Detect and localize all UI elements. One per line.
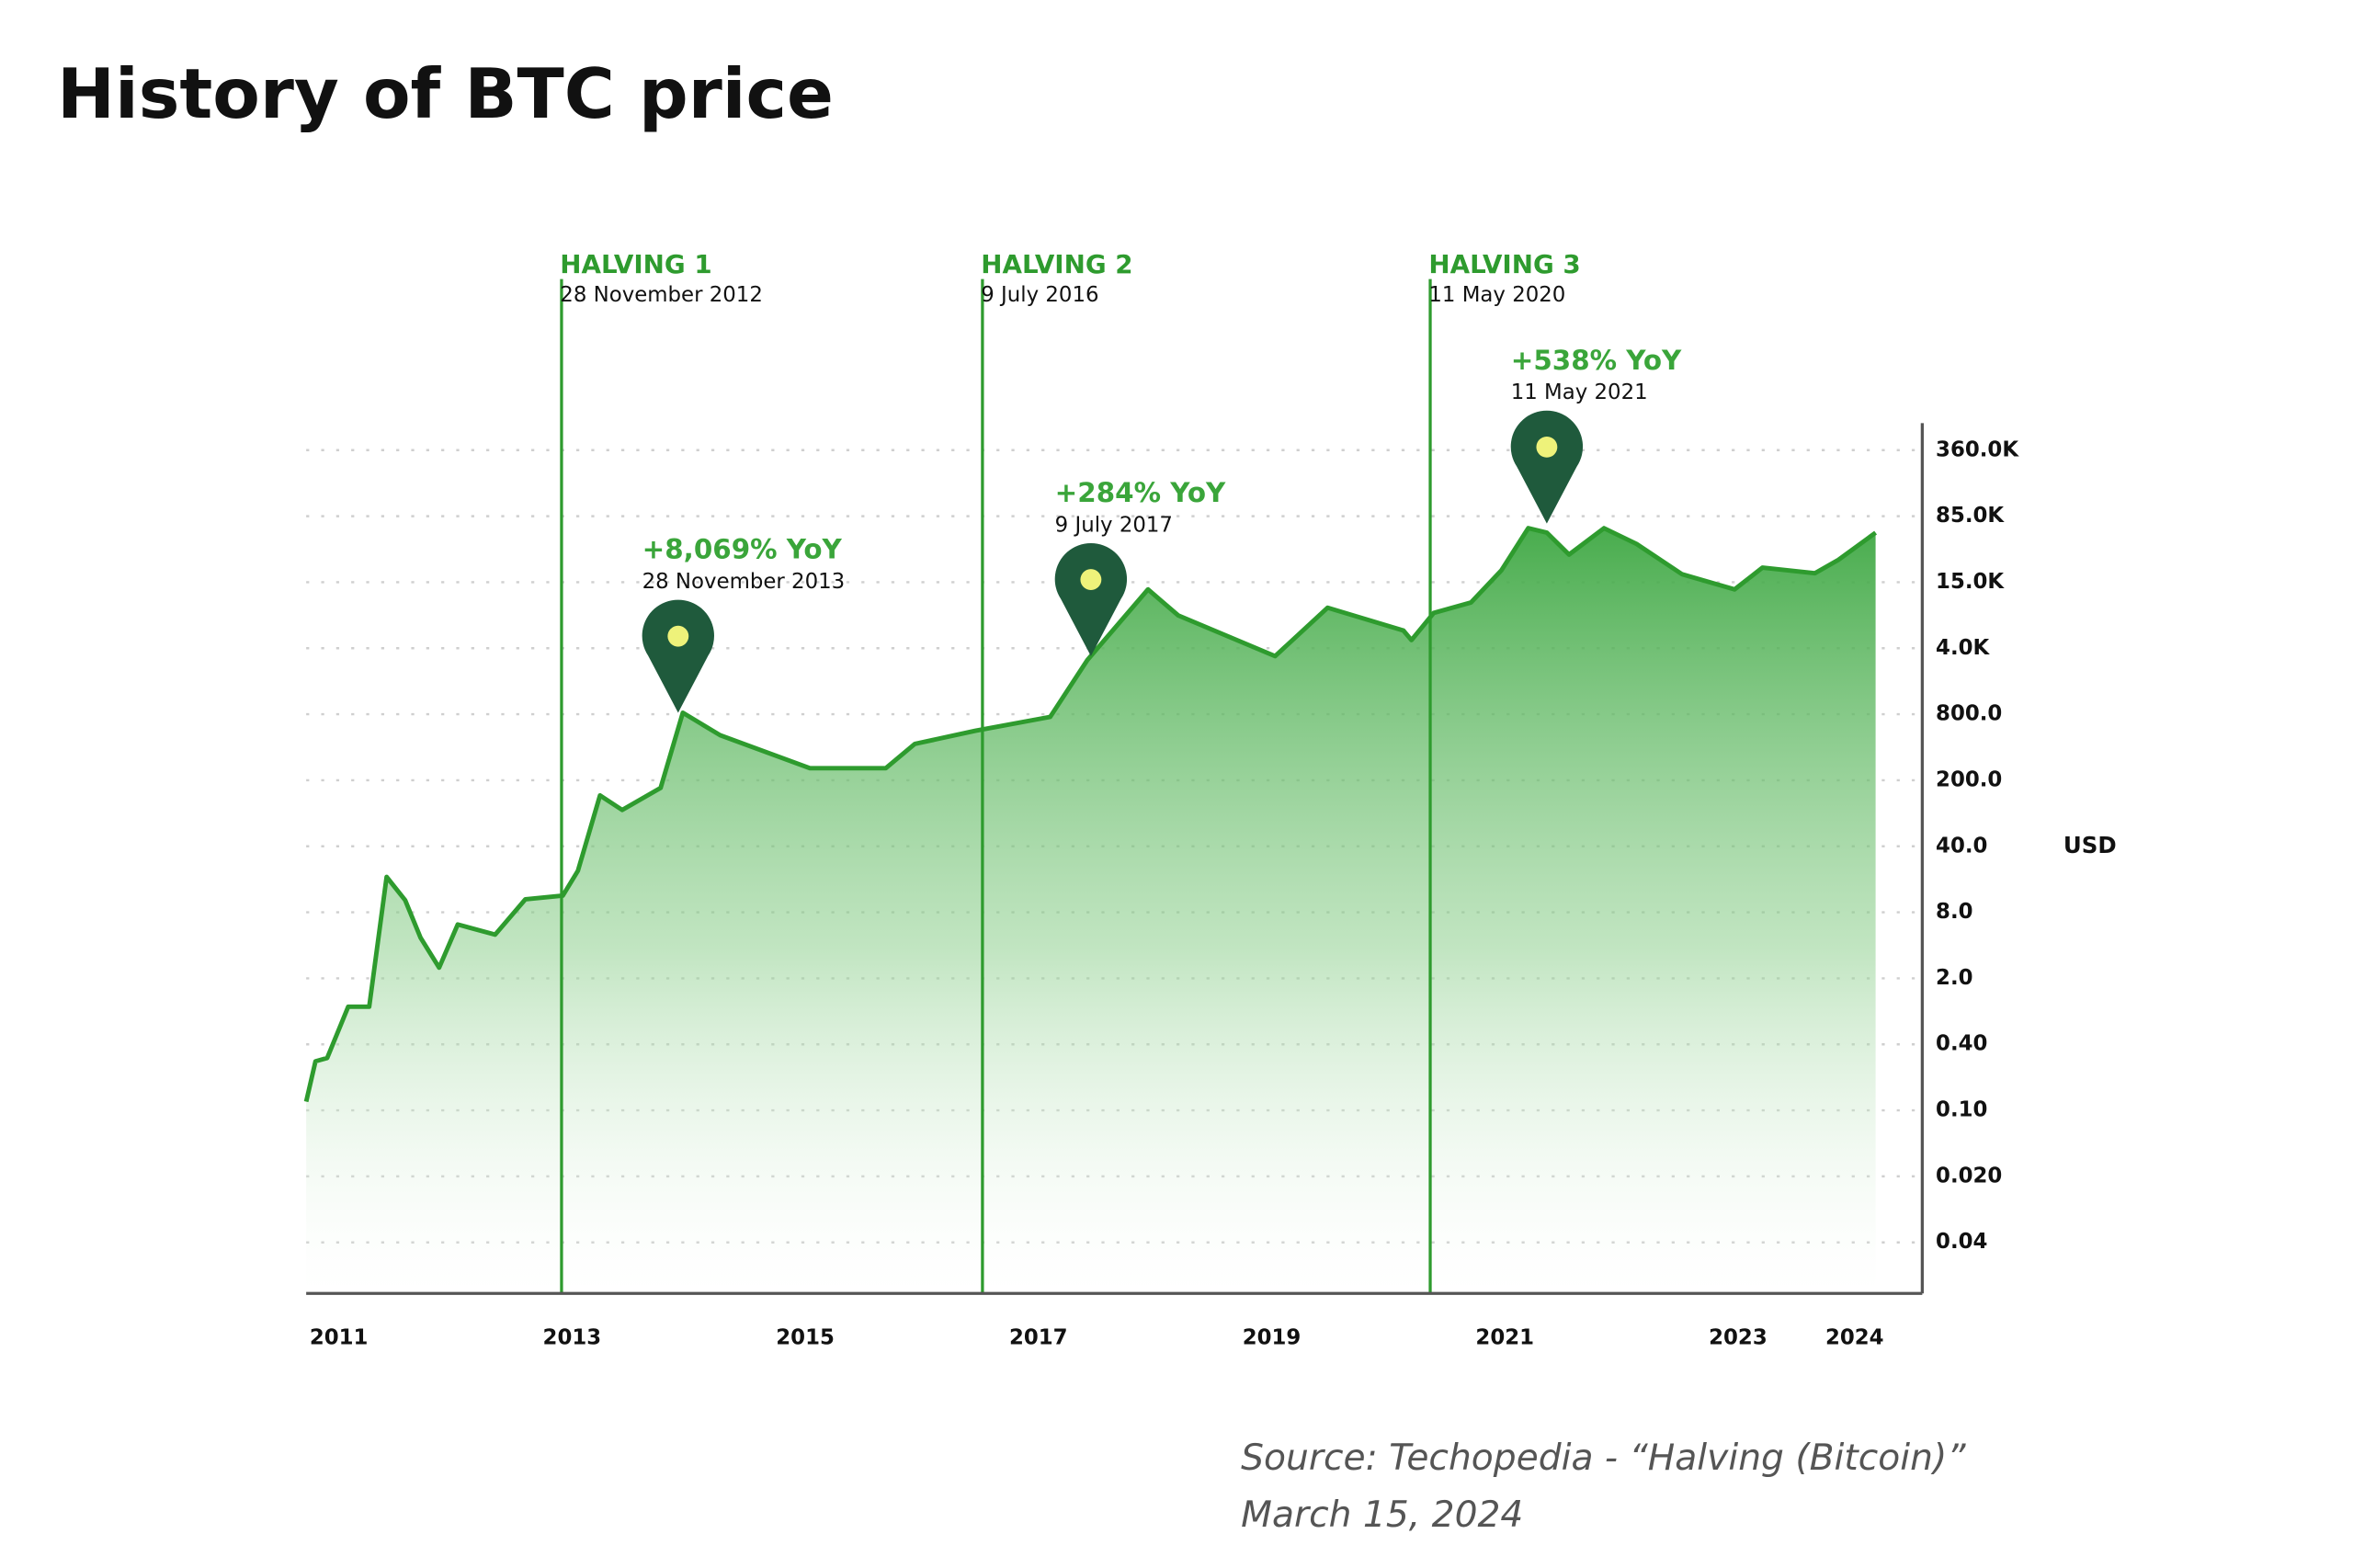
y-tick-label: 15.0K xyxy=(1936,570,2005,594)
y-tick-label: 200.0 xyxy=(1936,767,2002,791)
source: Source: Techopedia - “Halving (Bitcoin)” xyxy=(1241,1437,1966,1479)
x-tick-label: 2015 xyxy=(776,1326,835,1350)
price-line xyxy=(303,526,1878,1103)
halving-label: HALVING 3 xyxy=(1428,249,1580,279)
peak-pin xyxy=(1054,542,1128,656)
peak-pin xyxy=(642,599,714,713)
source-date: March 15, 2024 xyxy=(1241,1494,1523,1536)
y-tick-label: 40.0 xyxy=(1936,834,1987,858)
y-tick-label: 0.020 xyxy=(1936,1164,2002,1187)
peak-label: +538% YoY xyxy=(1511,345,1682,376)
x-tick-label: 2017 xyxy=(1009,1326,1068,1350)
y-tick-label: 2.0 xyxy=(1936,966,1972,990)
y-tick-label: 4.0K xyxy=(1936,636,1990,660)
halving-date: 9 July 2016 xyxy=(981,283,1098,307)
peak-pin xyxy=(1510,410,1584,524)
y-tick-label: 800.0 xyxy=(1936,702,2002,726)
halving-date: 28 November 2012 xyxy=(560,283,763,307)
y-tick-label: 0.40 xyxy=(1936,1032,1987,1056)
peak-label: +8,069% YoY xyxy=(642,534,843,565)
peak-date: 28 November 2013 xyxy=(642,570,846,594)
area-fill xyxy=(306,528,1876,1294)
y-tick-label: 85.0K xyxy=(1936,504,2005,528)
x-tick-label: 2011 xyxy=(310,1326,369,1350)
x-tick-label: 2024 xyxy=(1825,1326,1884,1350)
y-tick-label: 0.10 xyxy=(1936,1098,1987,1122)
peak-date: 11 May 2021 xyxy=(1511,381,1648,404)
x-tick-label: 2013 xyxy=(543,1326,602,1350)
halving-label: HALVING 2 xyxy=(981,249,1132,279)
chart-title: History of BTC price xyxy=(57,53,834,134)
y-axis-label: USD xyxy=(2063,832,2117,858)
pin-dot xyxy=(1536,436,1558,458)
x-tick-label: 2023 xyxy=(1709,1326,1768,1350)
y-tick-label: 8.0 xyxy=(1936,900,1972,924)
peak-date: 9 July 2017 xyxy=(1055,513,1173,537)
halving-date: 11 May 2020 xyxy=(1428,283,1565,307)
y-tick-label: 360.0K xyxy=(1936,437,2019,461)
x-tick-label: 2019 xyxy=(1243,1326,1302,1350)
pin-dot xyxy=(667,625,689,647)
halving-label: HALVING 1 xyxy=(560,249,711,279)
x-tick-label: 2021 xyxy=(1475,1326,1534,1350)
y-tick-label: 0.04 xyxy=(1936,1230,1987,1254)
peak-label: +284% YoY xyxy=(1055,477,1226,508)
pin-dot xyxy=(1080,569,1102,591)
